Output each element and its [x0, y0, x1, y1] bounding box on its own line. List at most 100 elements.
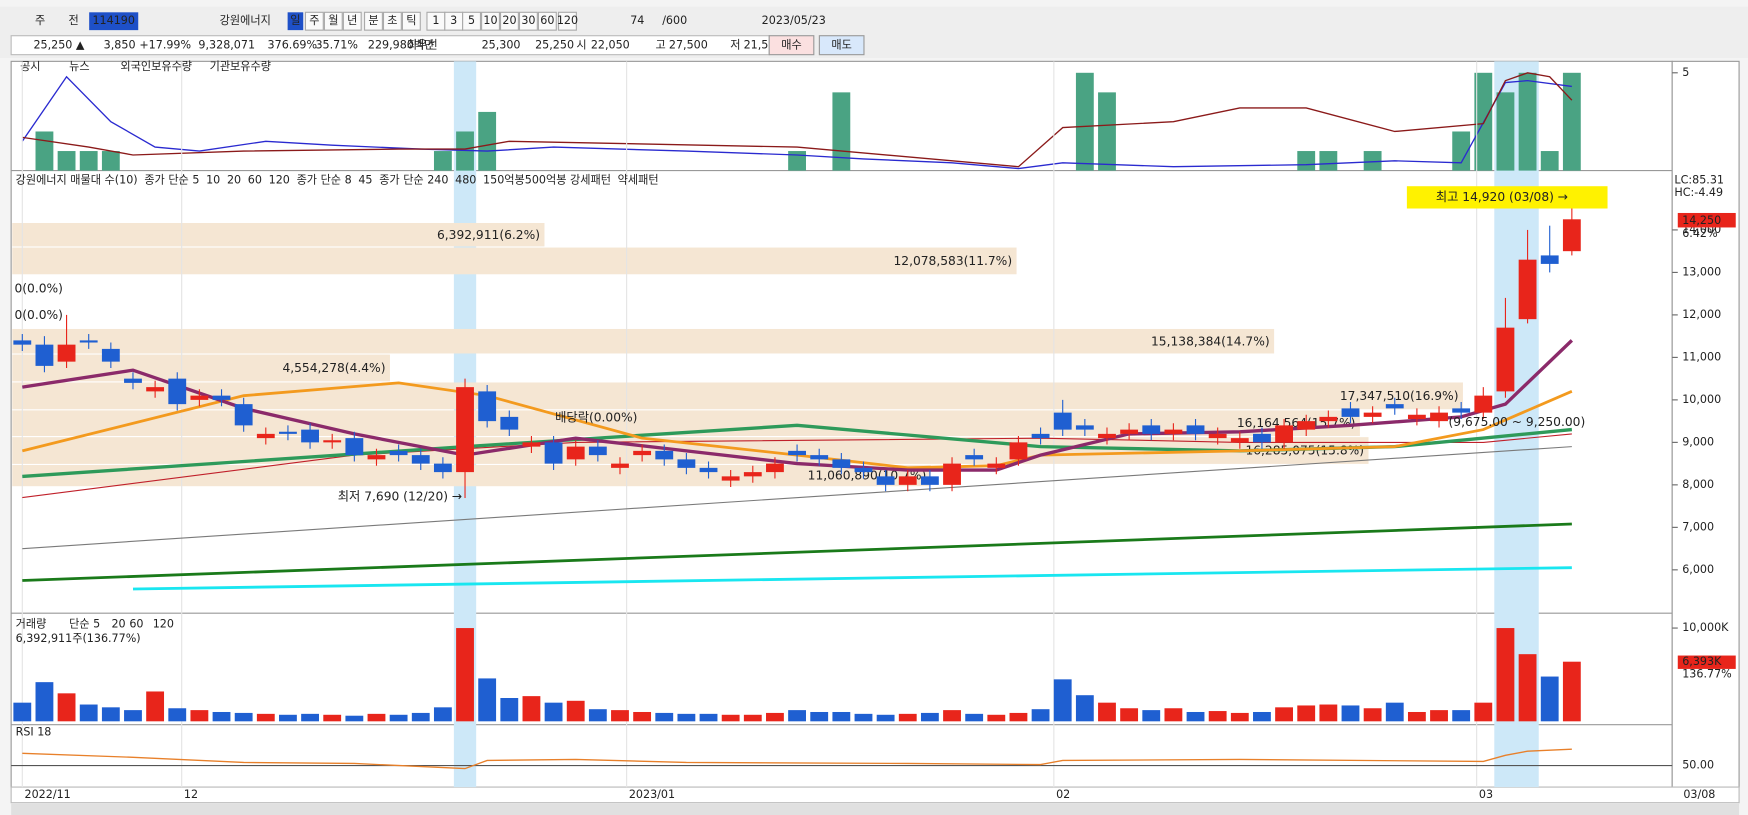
toolbar-item[interactable]: 3	[450, 14, 457, 27]
order-button[interactable]	[818, 35, 865, 56]
toolbar-item[interactable]: 10	[483, 14, 497, 27]
quote-item: 고	[656, 39, 666, 52]
toolbar-button[interactable]	[499, 11, 519, 31]
toolbar-item[interactable]: 주	[309, 14, 319, 27]
toolbar-button[interactable]	[557, 11, 577, 31]
toolbar-item[interactable]: 일	[290, 13, 300, 27]
toolbar-item[interactable]: 분	[368, 14, 378, 27]
candle-body	[1363, 412, 1382, 417]
toolbar-item[interactable]: 2023/05/23	[762, 14, 826, 27]
toolbar-button[interactable]	[481, 11, 500, 31]
toolbar-button[interactable]	[323, 11, 343, 31]
volume-bar	[566, 700, 585, 722]
y-tick-label: 50.00	[1682, 759, 1714, 772]
toolbar-item[interactable]: 강원에너지	[220, 14, 271, 27]
toolbar-item[interactable]: 월	[328, 14, 338, 27]
toolbar-item[interactable]: 년	[347, 14, 357, 27]
legend-item: 종가 단순 240	[379, 174, 448, 187]
legend-item: 20	[111, 617, 125, 630]
ownership-bar	[1075, 72, 1094, 171]
candle-body	[898, 476, 917, 485]
volume-bar	[79, 704, 98, 722]
toolbar-item[interactable]: 초	[387, 14, 397, 27]
toolbar-button[interactable]	[537, 11, 557, 31]
toolbar-item[interactable]: /600	[662, 14, 687, 27]
candle-body	[699, 467, 718, 473]
ownership-bar	[35, 131, 54, 171]
toolbar-box[interactable]	[287, 12, 304, 31]
candle-body	[1297, 421, 1316, 430]
volume-bar	[920, 712, 939, 722]
ownership-bar	[57, 151, 76, 171]
toolbar-item[interactable]: 틱	[406, 14, 416, 27]
order-button-label[interactable]: 매도	[831, 39, 851, 52]
candle-body	[1009, 442, 1028, 460]
volume-bar	[522, 696, 541, 722]
y-tick-label: 12,000	[1682, 308, 1721, 321]
toolbar-box[interactable]	[89, 12, 139, 31]
candle-body	[433, 463, 452, 473]
toolbar-button[interactable]	[382, 11, 402, 31]
toolbar-button[interactable]	[462, 11, 482, 31]
candle-body	[168, 378, 187, 405]
y-tick-label: 9,000	[1682, 435, 1714, 448]
candle-body	[1385, 404, 1404, 409]
volume-bar	[788, 710, 806, 722]
order-button-label[interactable]: 매수	[781, 39, 801, 52]
toolbar-item[interactable]: 5	[468, 14, 475, 27]
band-label: 17,347,510(16.9%)	[1340, 389, 1459, 403]
ownership-bar	[1098, 92, 1116, 171]
toolbar-button[interactable]	[518, 11, 538, 31]
toolbar-button[interactable]	[401, 11, 421, 31]
toolbar-item[interactable]: 주	[35, 14, 45, 27]
toolbar-item[interactable]: 20	[502, 14, 516, 27]
volume-bar	[987, 714, 1006, 722]
legend-item: 종가 단순 5	[144, 174, 199, 187]
toolbar-item[interactable]: 114190	[92, 14, 134, 27]
candle-body	[788, 450, 806, 456]
volume-bar	[1385, 702, 1404, 722]
candle-body	[633, 450, 652, 456]
volume-bar	[1430, 710, 1448, 722]
volume-summary: 6,392,911주(136.77%)	[16, 632, 141, 645]
volume-bar	[1230, 712, 1249, 722]
candle-body	[943, 463, 961, 485]
ownership-bar	[79, 151, 98, 171]
candle-body	[1319, 416, 1338, 422]
legend-item: 45	[358, 174, 372, 187]
candle-body	[522, 442, 541, 447]
candle-body	[544, 442, 563, 464]
toolbar-item[interactable]: 74	[630, 14, 644, 27]
scrollbar[interactable]	[11, 803, 1740, 815]
candle-body	[766, 463, 784, 473]
volume-bar	[279, 714, 297, 722]
band-label: 11,060,890(10.7%)	[808, 469, 927, 483]
legend-item: 60	[248, 174, 262, 187]
toolbar-button[interactable]	[304, 11, 324, 31]
quote-item: 22,050	[591, 39, 630, 52]
candle-body	[1562, 219, 1581, 252]
toolbar-item[interactable]: 60	[540, 14, 554, 27]
toolbar-button[interactable]	[363, 11, 383, 31]
volume-bar	[1208, 711, 1227, 722]
toolbar-item[interactable]: 1	[432, 14, 439, 27]
quote-item: 25,300	[482, 39, 521, 52]
annotation: 최저 7,690 (12/20) →	[338, 490, 462, 504]
order-button[interactable]	[768, 35, 815, 56]
volume-bar	[721, 714, 740, 722]
volume-bar	[743, 714, 762, 722]
quote-item: 25,250 ▲	[33, 39, 84, 52]
toolbar-item[interactable]: 30	[521, 14, 535, 27]
toolbar-item[interactable]: 120	[557, 14, 578, 27]
volume-bar	[1031, 709, 1050, 722]
toolbar-button[interactable]	[342, 11, 362, 31]
candle-body	[35, 344, 54, 366]
band-label: 12,078,583(11.7%)	[893, 254, 1012, 268]
candle-body	[1540, 255, 1559, 264]
toolbar-item[interactable]: 전	[68, 14, 78, 27]
volume-bar	[389, 714, 408, 722]
volume-bar	[234, 712, 253, 722]
y-tick-label: 10,000	[1682, 393, 1721, 406]
y-tick-label: 7,000	[1682, 520, 1714, 533]
ownership-bar	[788, 151, 806, 171]
